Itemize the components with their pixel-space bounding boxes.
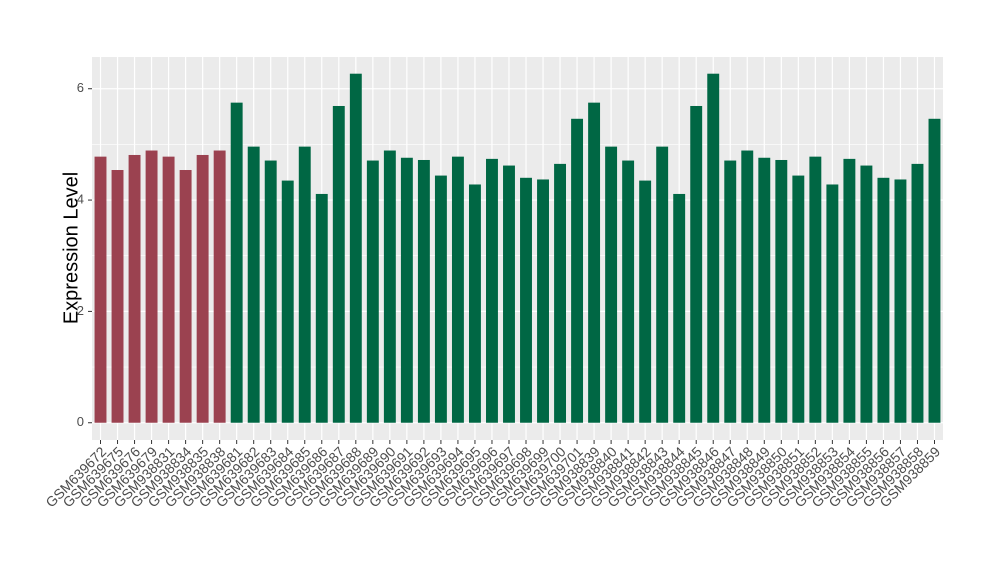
bar xyxy=(468,184,481,423)
bar xyxy=(230,102,243,423)
bar xyxy=(894,179,907,423)
bar xyxy=(179,170,192,423)
bar xyxy=(741,150,754,423)
bar xyxy=(332,105,345,423)
bar xyxy=(128,154,141,423)
bar xyxy=(94,156,107,423)
bar xyxy=(724,160,737,423)
bar xyxy=(877,177,890,423)
bar xyxy=(622,160,635,423)
bar xyxy=(860,165,873,423)
y-tick-label: 0 xyxy=(77,414,84,429)
bar xyxy=(417,159,430,423)
y-tick-label: 4 xyxy=(77,192,84,207)
bar xyxy=(537,179,549,423)
bar xyxy=(162,156,175,423)
bar xyxy=(775,159,788,423)
bar xyxy=(826,184,839,423)
bar xyxy=(196,154,209,423)
bar xyxy=(588,102,601,423)
bar xyxy=(264,160,277,423)
bar xyxy=(315,193,328,423)
bar xyxy=(843,158,856,423)
bar xyxy=(451,156,464,423)
bar xyxy=(366,160,379,423)
y-axis-title: Expression Level xyxy=(60,172,82,324)
bar xyxy=(758,157,771,423)
bar xyxy=(486,158,498,423)
bar xyxy=(247,146,260,423)
bar xyxy=(281,180,294,423)
bar xyxy=(673,193,686,423)
bar xyxy=(707,73,720,423)
bar xyxy=(503,165,515,423)
bar xyxy=(571,118,584,423)
bar xyxy=(434,175,447,423)
bar xyxy=(298,146,311,423)
bar xyxy=(792,175,805,423)
bar xyxy=(145,150,158,423)
bar xyxy=(349,73,362,423)
bar xyxy=(520,177,532,423)
bar xyxy=(656,146,669,423)
bar xyxy=(605,146,618,423)
bar xyxy=(639,180,652,423)
bar xyxy=(928,118,941,423)
bar xyxy=(809,156,822,423)
y-tick-label: 2 xyxy=(77,303,84,318)
y-tick-label: 6 xyxy=(77,80,84,95)
bar xyxy=(383,150,396,423)
bar xyxy=(213,150,226,423)
bar xyxy=(911,163,924,423)
bar xyxy=(400,157,413,423)
bar xyxy=(111,170,124,423)
bar xyxy=(554,163,567,423)
bar xyxy=(690,105,703,423)
